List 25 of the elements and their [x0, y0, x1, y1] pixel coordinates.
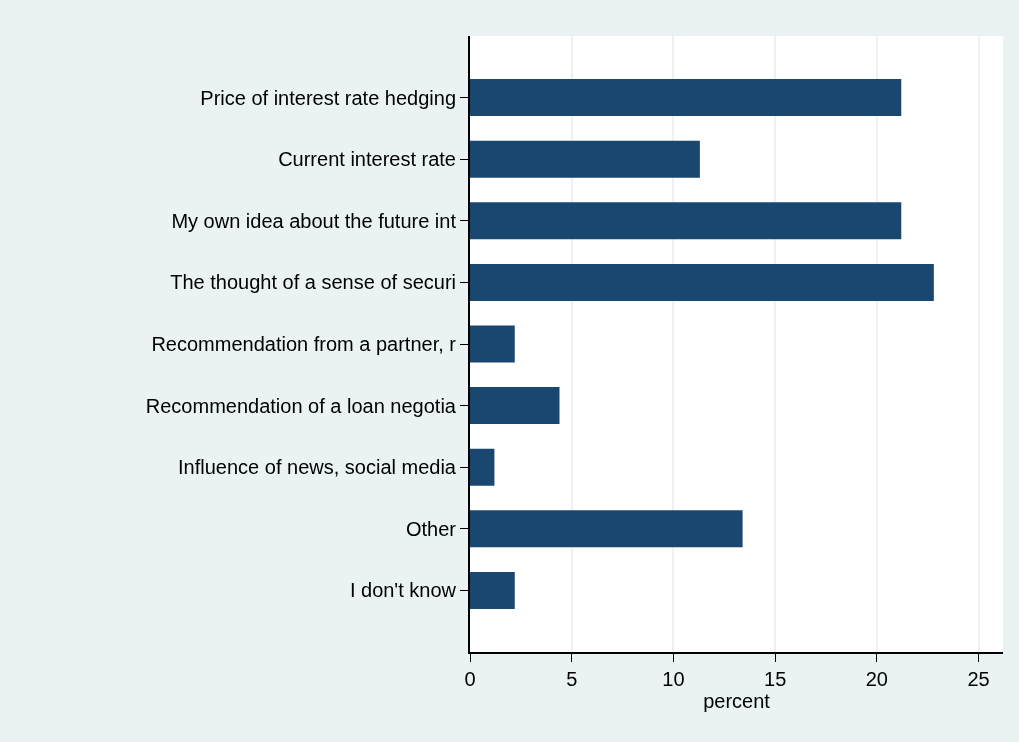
- y-tick-label: I don't know: [349, 579, 457, 602]
- bar: [470, 387, 560, 425]
- x-axis-title: percent: [703, 690, 771, 712]
- bar: [470, 202, 902, 240]
- y-tick-label: My own idea about the future int: [171, 209, 457, 232]
- x-tick-label: 10: [662, 668, 685, 690]
- y-tick-label: The thought of a sense of securi: [170, 271, 456, 294]
- y-tick-label: Current interest rate: [278, 148, 456, 171]
- y-tick-label: Price of interest rate hedging: [200, 86, 456, 109]
- x-tick-label: 15: [764, 668, 787, 690]
- bar: [470, 263, 934, 301]
- bar: [470, 510, 743, 548]
- y-tick-label: Recommendation of a loan negotia: [145, 394, 457, 417]
- y-tick-label: Influence of news, social media: [178, 456, 457, 479]
- bar: [470, 79, 902, 117]
- y-tick-label: Recommendation from a partner, r: [151, 333, 457, 355]
- x-tick-label: 0: [464, 668, 476, 690]
- y-tick-label: Other: [405, 517, 457, 540]
- bar: [470, 325, 515, 363]
- x-tick-label: 5: [566, 668, 578, 690]
- x-tick-label: 25: [967, 668, 990, 690]
- x-tick-label: 20: [865, 668, 888, 690]
- bar: [470, 448, 495, 486]
- bar: [470, 140, 700, 178]
- bar: [470, 571, 515, 609]
